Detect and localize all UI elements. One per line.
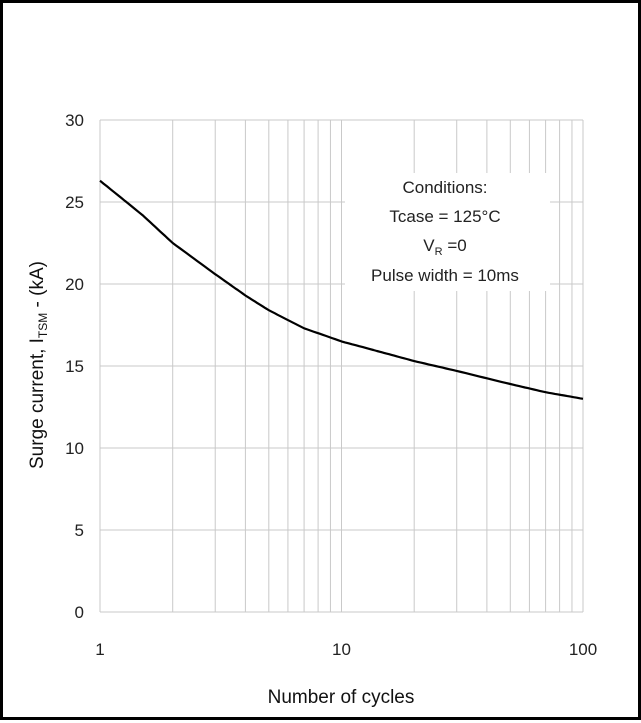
y-tick-label: 15 [65,357,84,376]
surge-current-curve [99,179,584,400]
conditions-pulse-width: Pulse width = 10ms [371,266,519,285]
y-tick-label: 25 [65,193,84,212]
series [99,179,584,400]
tick-labels: 0 5 10 15 20 25 30 1 10 100 [65,111,597,659]
conditions-title: Conditions: [402,178,487,197]
y-axis-label-subscript: TSM [36,313,50,338]
y-tick-label: 20 [65,275,84,294]
conditions-vr-subscript: R [435,246,443,258]
y-tick-label: 0 [75,603,84,622]
x-tick-label: 10 [332,640,351,659]
grid [99,119,584,613]
x-tick-label: 1 [95,640,104,659]
conditions-vr-prefix: V [423,236,435,255]
conditions-background [345,173,550,291]
y-tick-label: 10 [65,439,84,458]
conditions-vr: VR =0 [423,236,466,258]
conditions-vr-suffix: =0 [443,236,467,255]
x-tick-label: 100 [569,640,597,659]
conditions-tcase: Tcase = 125°C [389,207,500,226]
y-axis-label-suffix: - (kA) [27,261,48,313]
y-axis-label-prefix: Surge current, I [27,338,48,469]
y-tick-label: 5 [75,521,84,540]
surge-current-chart: 0 5 10 15 20 25 30 1 10 100 Number of cycles Surg… [27,111,597,708]
y-axis-label: Surge current, ITSM - (kA) [27,261,50,469]
y-tick-label: 30 [65,111,84,130]
x-axis-label: Number of cycles [268,687,415,708]
conditions-annotation: Conditions: Tcase = 125°C VR =0 Pulse wi… [345,173,550,291]
